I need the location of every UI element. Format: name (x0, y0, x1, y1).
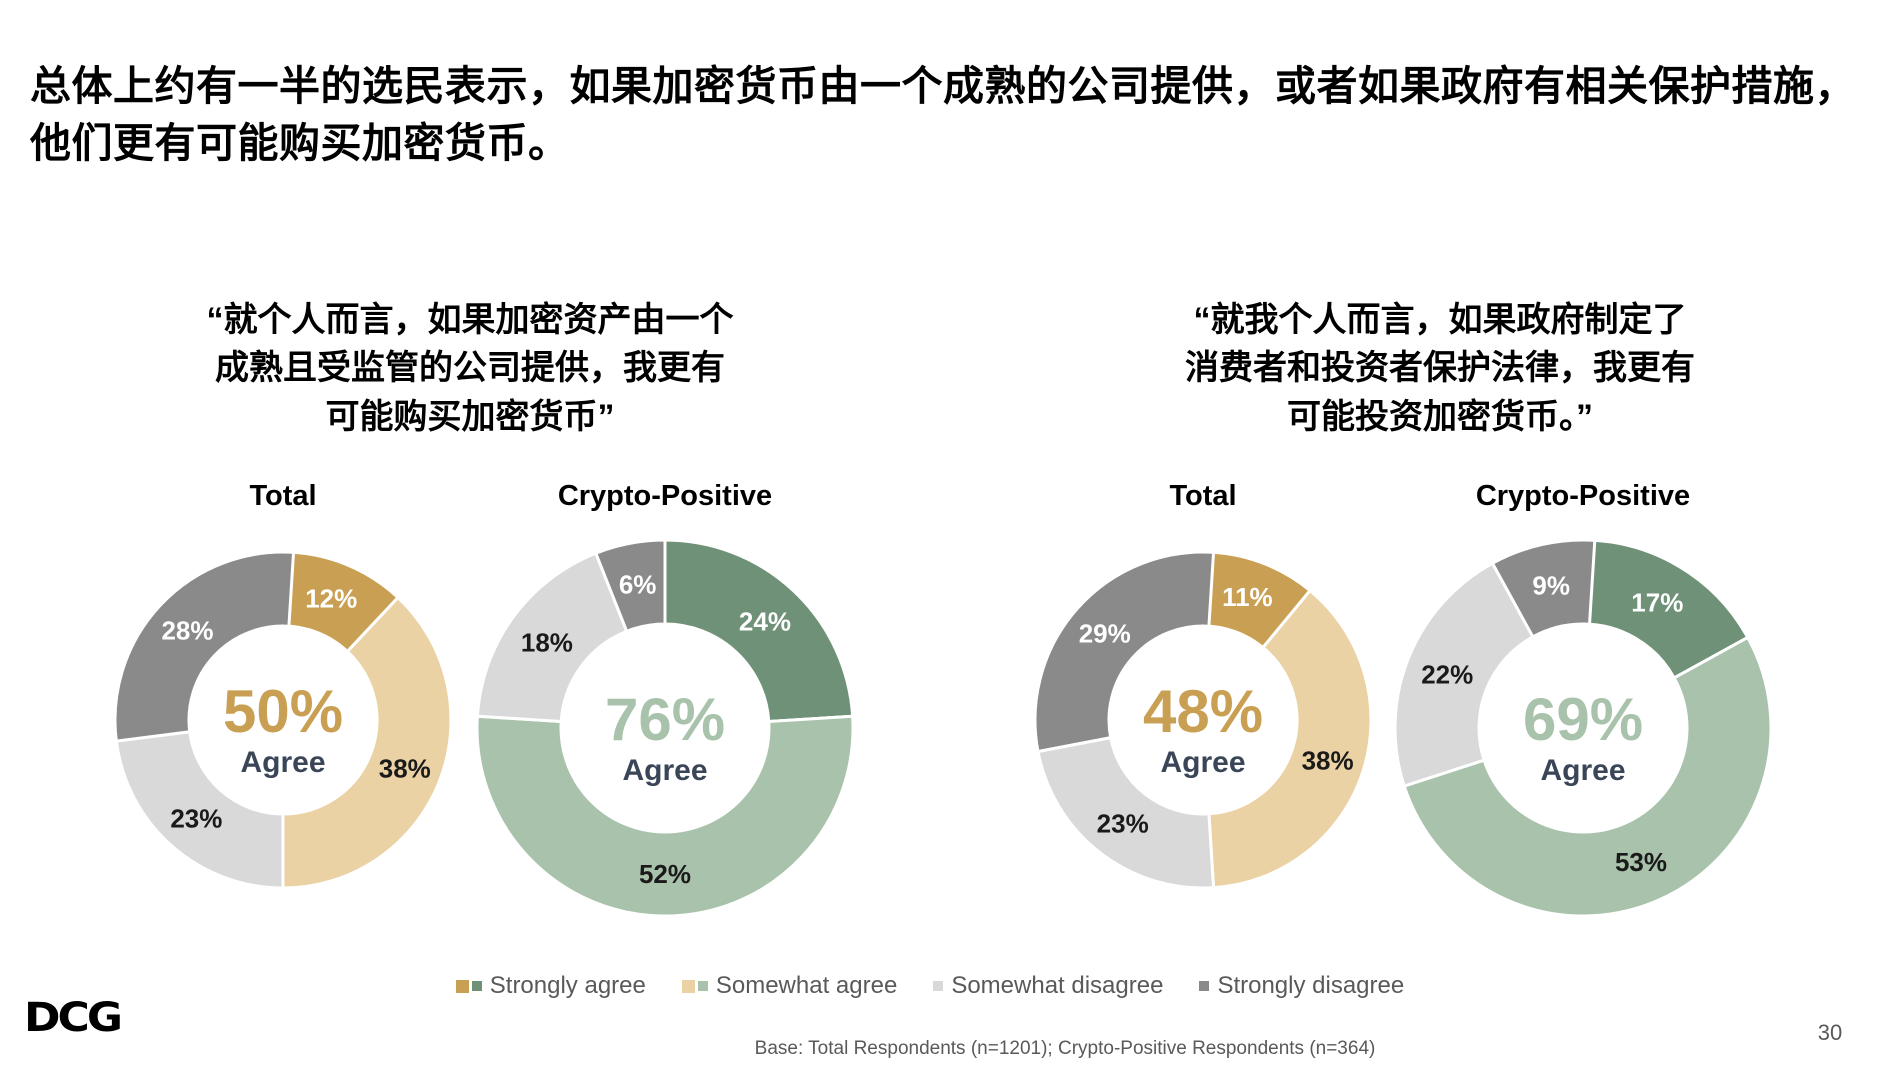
svg-text:23%: 23% (170, 803, 222, 833)
donut-svg: 12% 38% 23% 28% 50%Agree (113, 550, 453, 890)
svg-text:Agree: Agree (240, 746, 325, 779)
legend-swatch-group (455, 979, 482, 993)
legend-swatch-group (1199, 981, 1210, 991)
legend-color-swatch (697, 981, 708, 991)
svg-text:38%: 38% (379, 753, 431, 783)
svg-text:Agree: Agree (1160, 746, 1245, 779)
dcg-logo: DCG (24, 994, 123, 1041)
svg-text:23%: 23% (1097, 809, 1149, 839)
quote-government: “就我个人而言，如果政府制定了 消费者和投资者保护法律，我更有 可能投资加密货币… (1185, 301, 1695, 436)
svg-text:38%: 38% (1302, 746, 1354, 776)
legend-color-swatch (1199, 981, 1210, 991)
donut-chart-total-company: Total 12% 38% 23% 28% 50% Agree (83, 478, 483, 938)
svg-text:17%: 17% (1631, 587, 1683, 617)
legend-label: Somewhat agree (715, 972, 898, 999)
svg-text:6%: 6% (619, 570, 657, 600)
donut-svg: 11% 38% 23% 29% 48%Agree (1033, 550, 1373, 890)
legend-swatch-group (681, 979, 708, 993)
svg-text:69%: 69% (1523, 686, 1643, 753)
svg-text:48%: 48% (1143, 678, 1263, 745)
base-note: Base: Total Respondents (n=1201); Crypto… (754, 1038, 1376, 1059)
legend-item-strongly-disagree: Strongly disagree (1199, 972, 1404, 1000)
legend: Strongly agree Somewhat agree Somewhat d… (400, 972, 1460, 1000)
legend-color-swatch (933, 981, 944, 991)
svg-text:Agree: Agree (1540, 754, 1625, 787)
svg-text:28%: 28% (161, 615, 213, 645)
legend-label: Somewhat disagree (951, 972, 1164, 999)
legend-label: Strongly agree (489, 972, 646, 999)
legend-item-somewhat-agree: Somewhat agree (681, 972, 898, 1000)
donut-chart-crypto-positive-government: Crypto-Positive 17% 53% 22% 9% 69% Agree (1383, 478, 1783, 938)
svg-text:76%: 76% (605, 686, 725, 753)
svg-text:50%: 50% (223, 678, 343, 745)
donut-svg: 24% 52% 18% 6% 76%Agree (475, 538, 855, 918)
quote-company: “就个人而言，如果加密资产由一个 成熟且受监管的公司提供，我更有 可能购买加密货… (206, 301, 734, 436)
legend-color-swatch (455, 979, 469, 993)
legend-color-swatch (681, 979, 695, 993)
page-number: 30 (1817, 1020, 1843, 1045)
svg-text:52%: 52% (639, 859, 691, 889)
svg-text:Agree: Agree (622, 754, 707, 787)
chart-title: Total (1169, 480, 1237, 512)
svg-text:12%: 12% (305, 583, 357, 613)
legend-item-somewhat-disagree: Somewhat disagree (933, 972, 1163, 1000)
legend-color-swatch (471, 981, 482, 991)
donut-chart-crypto-positive-company: Crypto-Positive 24% 52% 18% 6% 76% Agree (465, 478, 865, 938)
legend-swatch-group (933, 981, 944, 991)
svg-text:18%: 18% (521, 627, 573, 657)
svg-text:24%: 24% (739, 607, 791, 637)
chart-title: Crypto-Positive (1475, 480, 1691, 512)
svg-text:11%: 11% (1222, 582, 1273, 612)
svg-text:29%: 29% (1079, 618, 1131, 648)
legend-label: Strongly disagree (1217, 972, 1405, 999)
donut-svg: 17% 53% 22% 9% 69%Agree (1393, 538, 1773, 918)
legend-item-strongly-agree: Strongly agree (455, 972, 646, 1000)
svg-text:9%: 9% (1532, 571, 1570, 601)
svg-text:53%: 53% (1615, 847, 1667, 877)
slide-title: 总体上约有一半的选民表示，如果加密货币由一个成熟的公司提供，或者如果政府有相关保… (30, 63, 1856, 167)
donut-chart-total-government: Total 11% 38% 23% 29% 48% Agree (1003, 478, 1403, 938)
chart-title: Total (249, 480, 317, 512)
chart-title: Crypto-Positive (557, 480, 773, 512)
svg-text:22%: 22% (1421, 659, 1473, 689)
